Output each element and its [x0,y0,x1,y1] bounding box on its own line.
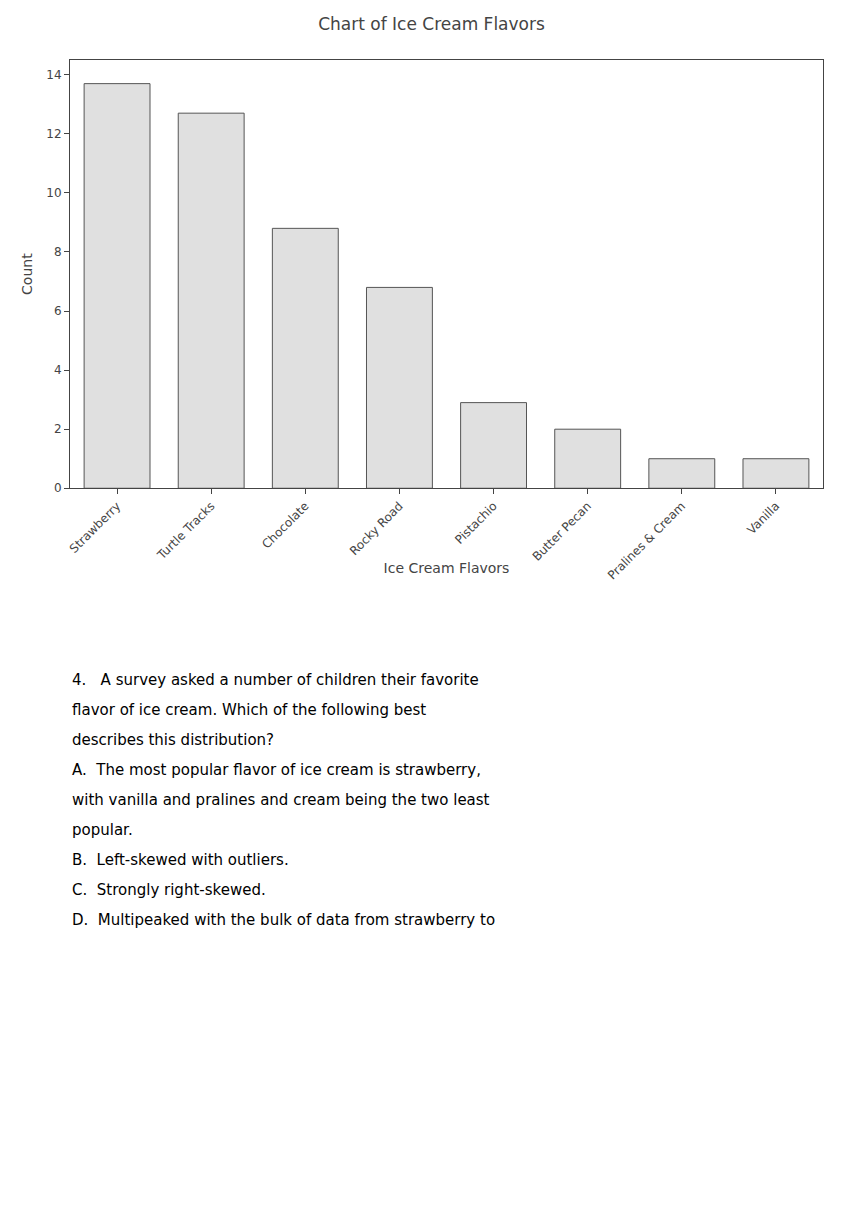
svg-text:Butter Pecan: Butter Pecan [530,499,594,563]
svg-text:Vanilla: Vanilla [744,499,782,537]
svg-text:B. Left-skewed with outliers.: B. Left-skewed with outliers. [72,851,289,869]
svg-text:Ice Cream Flavors: Ice Cream Flavors [384,560,510,576]
svg-text:A. The most popular flavor of: A. The most popular flavor of ice cream … [72,761,481,779]
svg-text:14: 14 [46,68,61,82]
svg-text:4. A survey asked a number o: 4. A survey asked a number of children t… [72,671,479,689]
svg-text:Chocolate: Chocolate [259,499,311,551]
svg-text:4: 4 [54,363,62,377]
svg-text:Count: Count [19,253,35,295]
svg-text:8: 8 [54,245,62,259]
svg-text:6: 6 [54,304,62,318]
svg-text:12: 12 [46,127,61,141]
svg-text:Strawberry: Strawberry [67,499,124,556]
svg-text:2: 2 [54,422,62,436]
svg-text:D. Multipeaked with the bulk: D. Multipeaked with the bulk of data fro… [72,911,495,929]
svg-text:0: 0 [54,481,62,495]
svg-text:popular.: popular. [72,821,133,839]
svg-text:Pistachio: Pistachio [452,499,500,547]
svg-text:with vanilla and pralines and: with vanilla and pralines and cream bein… [72,791,490,809]
svg-text:Rocky Road: Rocky Road [347,499,406,558]
svg-text:10: 10 [46,186,61,200]
svg-text:Chart of Ice Cream Flavors: Chart of Ice Cream Flavors [318,14,545,34]
svg-text:Turtle Tracks: Turtle Tracks [154,499,218,563]
svg-text:C. Strongly right-skewed.: C. Strongly right-skewed. [72,881,266,899]
svg-text:flavor of ice cream. Which of: flavor of ice cream. Which of the follow… [72,701,426,719]
svg-text:Pralines & Cream: Pralines & Cream [605,499,688,582]
svg-text:describes this distribution?: describes this distribution? [72,731,274,749]
